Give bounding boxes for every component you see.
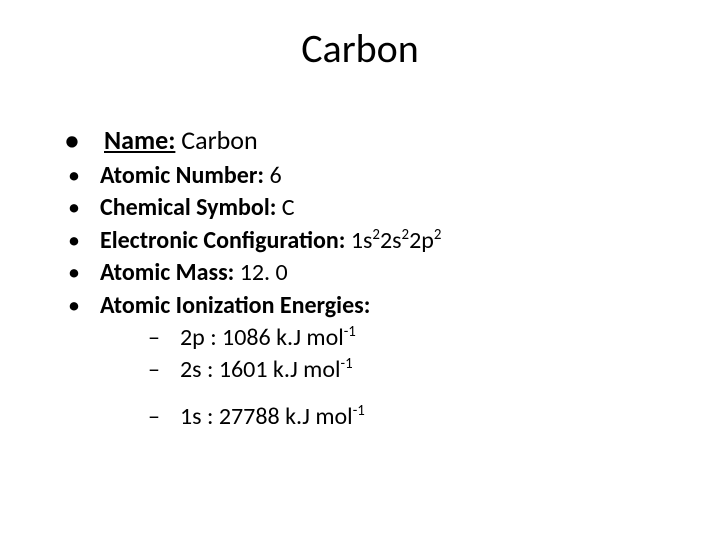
label-config: Electronic Configuration: xyxy=(100,226,345,255)
label-ionization: Atomic Ionization Energies: xyxy=(100,291,370,320)
value-atomic-number: 6 xyxy=(264,161,282,190)
list-item-mass: Atomic Mass: 12. 0 xyxy=(60,257,720,289)
config-1s-exp: 2 xyxy=(372,225,380,243)
label-atomic-number: Atomic Number: xyxy=(100,161,264,190)
unit-exp-1s: -1 xyxy=(353,401,365,419)
orbital-2p: 2p : xyxy=(180,323,222,352)
slide-title: Carbon xyxy=(0,0,720,83)
value-symbol: C xyxy=(276,193,294,222)
unit-exp-2s: -1 xyxy=(341,354,353,372)
list-item-atomic-number: Atomic Number: 6 xyxy=(60,160,720,192)
ionization-row-2p: 2p : 1086 k.J mol-1 xyxy=(136,322,720,354)
orbital-2s: 2s : xyxy=(180,355,219,384)
config-1s: 1s xyxy=(345,226,372,255)
slide-content: Name: Carbon Atomic Number: 6 Chemical S… xyxy=(0,83,720,433)
property-list: Name: Carbon Atomic Number: 6 Chemical S… xyxy=(60,123,720,322)
energy-2s: 1601 k.J mol xyxy=(219,355,341,384)
orbital-1s: 1s : xyxy=(180,402,219,431)
value-name: Carbon xyxy=(175,124,257,156)
config-2p-exp: 2 xyxy=(434,225,442,243)
config-2s: 2s xyxy=(380,226,402,255)
unit-exp-2p: -1 xyxy=(344,322,356,340)
list-item-symbol: Chemical Symbol: C xyxy=(60,192,720,224)
list-item-config: Electronic Configuration: 1s22s22p2 xyxy=(60,225,720,257)
label-name: Name: xyxy=(104,124,175,156)
ionization-list-b: 1s : 27788 k.J mol-1 xyxy=(60,401,720,433)
ionization-row-1s: 1s : 27788 k.J mol-1 xyxy=(136,401,720,433)
label-mass: Atomic Mass: xyxy=(100,258,234,287)
energy-2p: 1086 k.J mol xyxy=(222,323,344,352)
label-symbol: Chemical Symbol: xyxy=(100,193,276,222)
list-item-name: Name: Carbon xyxy=(60,123,720,158)
config-2s-exp: 2 xyxy=(402,225,410,243)
energy-1s: 27788 k.J mol xyxy=(219,402,353,431)
value-mass: 12. 0 xyxy=(234,258,287,287)
ionization-row-2s: 2s : 1601 k.J mol-1 xyxy=(136,354,720,386)
ionization-list-a: 2p : 1086 k.J mol-1 2s : 1601 k.J mol-1 xyxy=(60,322,720,387)
config-2p: 2p xyxy=(409,226,434,255)
list-item-ionization: Atomic Ionization Energies: xyxy=(60,290,720,322)
